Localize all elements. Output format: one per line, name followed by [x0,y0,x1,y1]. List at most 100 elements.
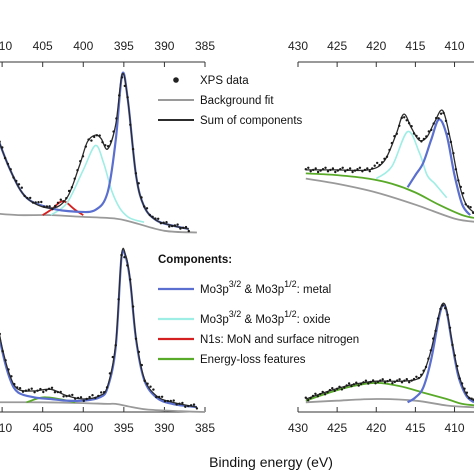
legend-metal-sup-a: 3/2 [229,279,242,289]
xps-data-point [54,204,57,208]
xps-data-point [353,169,357,172]
xps-data-point [105,386,109,389]
xps-data-point [12,176,15,179]
xps-data-point [3,156,7,160]
panel-bottom-right: 430 425 420 415 410 [288,302,474,435]
x-tick-label: 390 [154,39,174,53]
xps-data-point [328,388,332,392]
xps-data-point [143,205,146,208]
xps-data-point [21,390,25,393]
xps-data-point [1,350,4,353]
xps-data-point [436,317,440,320]
xps-data-point [361,170,364,173]
xps-data-point [26,196,29,200]
xps-data-point [432,122,435,125]
x-tick-label: 390 [154,421,174,435]
series-sum [0,72,189,230]
xps-data-point [18,387,22,390]
xps-data-point [425,135,428,138]
legend-label-energy-loss: Energy-loss features [200,354,306,366]
xps-data-point [324,166,327,169]
xps-data-point [457,179,460,182]
series-energy-loss [305,172,474,219]
xps-data-point [347,382,351,385]
xps-data-point [9,168,12,171]
xps-data-point [33,391,36,394]
xps-data-point [184,405,187,408]
xps-data-point [13,382,16,386]
x-tick-label: 430 [288,39,308,53]
xps-data-point [366,167,369,170]
xps-data-point [172,399,175,402]
xps-data-point [467,205,470,208]
xps-data-point [376,161,379,165]
xps-data-point [36,389,39,392]
xps-data-point [468,396,471,400]
xps-data-point [386,380,389,383]
xps-data-point [34,201,37,204]
xps-data-point [319,392,322,396]
xps-data-point [471,211,474,214]
xps-data-point [184,225,188,229]
xps-data-point [79,396,83,399]
x-tick-label: 410 [445,39,465,53]
xps-data-point [48,205,51,208]
xps-data-point [20,186,23,189]
xps-data-point [462,192,465,195]
xps-data-point [145,207,149,210]
xps-data-point [160,395,164,398]
xps-data-point [356,168,359,171]
x-tick-label: 430 [288,421,308,435]
xps-data-point [7,368,10,371]
xps-data-point [470,397,473,400]
xps-data-point [45,205,49,208]
xps-data-point [98,134,101,137]
xps-data-point [126,96,129,99]
xps-data-point [429,349,432,352]
xps-data-point [393,135,396,138]
x-tick-label: 415 [405,421,425,435]
legend-oxide-sup-b: 1/2 [284,309,297,319]
xps-data-point [358,166,362,169]
xps-data-point [131,147,135,151]
xps-data-point [412,132,416,135]
xps-data-point [400,381,404,384]
xps-data-point [396,379,399,382]
xps-data-point [23,194,26,198]
xps-data-point [95,134,99,137]
x-tick-label: 385 [195,421,215,435]
xps-data-point [331,167,335,170]
legend-oxide-b: & Mo3p [241,314,284,326]
xps-data-point [115,117,118,120]
xps-data-point [363,168,367,172]
xps-data-point [175,403,178,406]
x-tick-label: 400 [73,39,93,53]
xps-data-point [42,390,45,394]
x-tick-label: 420 [366,421,386,435]
xps-data-point [343,386,346,389]
xps-data-point [159,222,163,225]
series-sum [0,247,198,408]
xps-data-point [393,380,396,384]
xps-data-point [104,144,107,147]
xps-data-point [314,392,317,395]
xps-data-point [435,116,438,120]
xps-data-point [379,379,382,382]
x-axis-title: Binding energy (eV) [209,454,333,470]
xps-data-point [47,387,51,390]
legend-oxide-c: : oxide [297,314,331,326]
xps-data-point [192,403,196,406]
xps-data-point [67,189,71,193]
xps-data-point [157,217,160,220]
xps-data-point [176,223,179,226]
xps-data-point [120,76,124,79]
xps-data-point [88,395,91,399]
xps-data-point [407,122,411,125]
xps-data-point [351,170,354,174]
xps-data-point [368,170,371,173]
xps-data-point [179,227,182,230]
xps-data-point [439,307,442,311]
xps-data-point [422,137,426,141]
xps-data-point [452,152,455,155]
